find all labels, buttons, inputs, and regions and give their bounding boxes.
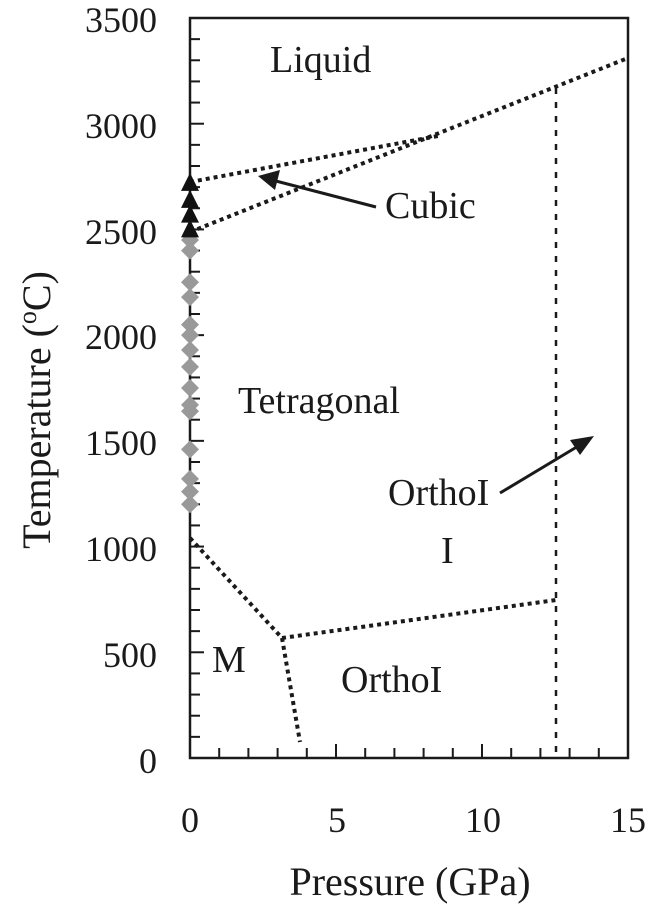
triangle-marker xyxy=(181,189,199,208)
orthoI-upper-label: OrthoI xyxy=(388,472,489,514)
diamond-marker xyxy=(181,326,199,345)
x-tick-label: 0 xyxy=(181,800,199,840)
triangle-marker xyxy=(181,172,199,191)
liquid-boundary-line xyxy=(189,56,629,234)
y-tick-label: 500 xyxy=(103,635,157,675)
diamond-marker xyxy=(181,402,199,421)
cubic-label: Cubic xyxy=(385,185,476,227)
monoclinic-label: M xyxy=(212,639,246,681)
diamond-marker xyxy=(181,288,199,307)
diamond-marker xyxy=(181,469,199,488)
cubic-upper-line xyxy=(189,134,439,184)
x-tick-label: 10 xyxy=(465,800,501,840)
monoclinic-tetragonal-line xyxy=(188,536,284,640)
liquid-label: Liquid xyxy=(270,39,371,81)
diamond-marker xyxy=(181,315,199,334)
x-axis-title: Pressure (GPa) xyxy=(289,859,530,904)
cubic-data-markers xyxy=(181,172,199,238)
y-tick-label: 1000 xyxy=(85,529,157,569)
diamond-marker xyxy=(181,495,199,514)
y-tick-label: 2500 xyxy=(85,212,157,252)
diamond-marker xyxy=(181,379,199,397)
y-tick-label: 3000 xyxy=(85,106,157,146)
degree-superscript: o xyxy=(13,311,42,324)
diamond-marker xyxy=(181,357,199,376)
tetragonal-label: Tetragonal xyxy=(238,380,400,422)
diamond-marker xyxy=(181,440,199,459)
y-tick-label: 3500 xyxy=(85,0,157,40)
x-tick-labels: 0 5 10 15 xyxy=(181,800,646,840)
monoclinic-orthoI-line xyxy=(280,637,302,743)
orthoI-lower-label: OrthoI xyxy=(341,659,442,701)
arrow-head-icon xyxy=(570,436,594,455)
y-axis-title-main: Temperature ( xyxy=(14,324,59,549)
y-tick-labels: 3500 3000 2500 2000 1500 1000 500 0 xyxy=(85,0,157,781)
x-axis-ticks xyxy=(218,744,600,758)
tetragonal-orthoI-line xyxy=(281,598,557,640)
orthoI-upper-line2-label: I xyxy=(441,530,454,572)
diamond-marker xyxy=(181,482,199,501)
diamond-marker xyxy=(181,273,199,292)
y-axis-title-unit: C) xyxy=(14,271,59,311)
diamond-marker xyxy=(181,241,199,260)
arrow-head-icon xyxy=(258,170,280,190)
phase-boundaries xyxy=(188,56,629,743)
orthoI-arrow xyxy=(499,436,594,495)
triangle-marker xyxy=(181,204,199,223)
triangle-marker xyxy=(181,219,199,238)
cubic-arrow xyxy=(258,170,377,209)
tetragonal-data-markers xyxy=(181,231,199,514)
y-tick-label: 0 xyxy=(139,741,157,781)
y-tick-label: 2000 xyxy=(85,317,157,357)
diamond-marker xyxy=(181,340,199,359)
x-tick-label: 5 xyxy=(328,800,346,840)
y-tick-label: 1500 xyxy=(85,423,157,463)
x-tick-label: 15 xyxy=(610,800,646,840)
y-axis-title: Temperature (oC) xyxy=(13,271,59,549)
